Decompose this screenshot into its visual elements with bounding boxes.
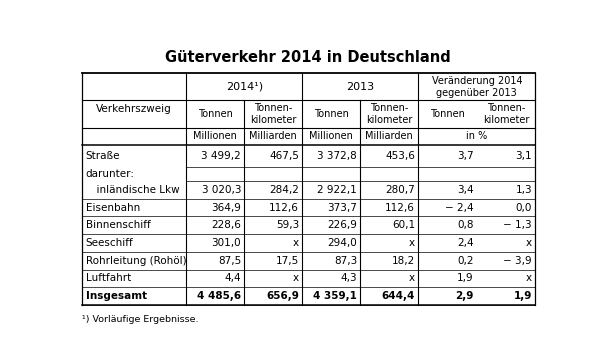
Text: 0,2: 0,2 [457,256,473,266]
Text: Insgesamt: Insgesamt [86,291,147,301]
Text: Güterverkehr 2014 in Deutschland: Güterverkehr 2014 in Deutschland [164,50,451,65]
Text: Tonnen-
kilometer: Tonnen- kilometer [366,103,413,125]
Text: Seeschiff: Seeschiff [86,238,133,248]
Text: 467,5: 467,5 [269,151,299,161]
Text: x: x [409,273,415,284]
Text: 4 485,6: 4 485,6 [197,291,241,301]
Text: 226,9: 226,9 [327,220,357,230]
Text: 2,9: 2,9 [455,291,473,301]
Text: 112,6: 112,6 [385,203,415,213]
Text: Verkehrszweig: Verkehrszweig [96,104,172,114]
Text: Tonnen: Tonnen [314,109,349,119]
Text: 1,9: 1,9 [457,273,473,284]
Text: Milliarden: Milliarden [250,131,297,141]
Text: 280,7: 280,7 [385,185,415,195]
Text: Binnenschiff: Binnenschiff [86,220,151,230]
Text: Eisenbahn: Eisenbahn [86,203,140,213]
Text: x: x [293,273,299,284]
Text: Millionen: Millionen [310,131,353,141]
Text: Rohrleitung (Rohöl): Rohrleitung (Rohöl) [86,256,187,266]
Text: 87,3: 87,3 [334,256,357,266]
Text: darunter:: darunter: [86,169,134,179]
Text: 656,9: 656,9 [266,291,299,301]
Text: 2014¹): 2014¹) [226,82,263,92]
Text: Tonnen-
kilometer: Tonnen- kilometer [483,103,529,125]
Text: 17,5: 17,5 [276,256,299,266]
Text: 2 922,1: 2 922,1 [317,185,357,195]
Text: 3 372,8: 3 372,8 [317,151,357,161]
Text: 87,5: 87,5 [218,256,241,266]
Text: 373,7: 373,7 [327,203,357,213]
Text: Tonnen: Tonnen [198,109,233,119]
Text: Tonnen: Tonnen [430,109,465,119]
Text: in %: in % [466,131,487,141]
Text: − 1,3: − 1,3 [503,220,532,230]
Text: − 3,9: − 3,9 [503,256,532,266]
Text: 3,1: 3,1 [515,151,532,161]
Text: 112,6: 112,6 [269,203,299,213]
Text: 301,0: 301,0 [211,238,241,248]
Text: Straße: Straße [86,151,120,161]
Text: 0,8: 0,8 [457,220,473,230]
Text: 294,0: 294,0 [328,238,357,248]
Text: 60,1: 60,1 [392,220,415,230]
Text: Luftfahrt: Luftfahrt [86,273,131,284]
Text: x: x [526,238,532,248]
Text: 228,6: 228,6 [211,220,241,230]
Text: − 2,4: − 2,4 [445,203,473,213]
Text: Tonnen-
kilometer: Tonnen- kilometer [250,103,296,125]
Text: x: x [409,238,415,248]
Text: 2013: 2013 [346,82,374,92]
Text: 284,2: 284,2 [269,185,299,195]
Text: 364,9: 364,9 [211,203,241,213]
Text: 3,7: 3,7 [457,151,473,161]
Text: 18,2: 18,2 [392,256,415,266]
Text: x: x [526,273,532,284]
Text: ¹) Vorläufige Ergebnisse.: ¹) Vorläufige Ergebnisse. [82,315,199,324]
Text: 4,3: 4,3 [340,273,357,284]
Text: Milliarden: Milliarden [365,131,413,141]
Text: 1,9: 1,9 [514,291,532,301]
Text: 59,3: 59,3 [276,220,299,230]
Text: 1,3: 1,3 [515,185,532,195]
Text: 3,4: 3,4 [457,185,473,195]
Text: 4 359,1: 4 359,1 [313,291,357,301]
Text: Millionen: Millionen [193,131,237,141]
Text: 2,4: 2,4 [457,238,473,248]
Text: 644,4: 644,4 [382,291,415,301]
Text: 4,4: 4,4 [224,273,241,284]
Text: 453,6: 453,6 [385,151,415,161]
Text: 3 499,2: 3 499,2 [201,151,241,161]
Text: 0,0: 0,0 [516,203,532,213]
Text: inländische Lkw: inländische Lkw [91,185,180,195]
Text: 3 020,3: 3 020,3 [202,185,241,195]
Text: Veränderung 2014
gegenüber 2013: Veränderung 2014 gegenüber 2013 [431,76,522,98]
Text: x: x [293,238,299,248]
